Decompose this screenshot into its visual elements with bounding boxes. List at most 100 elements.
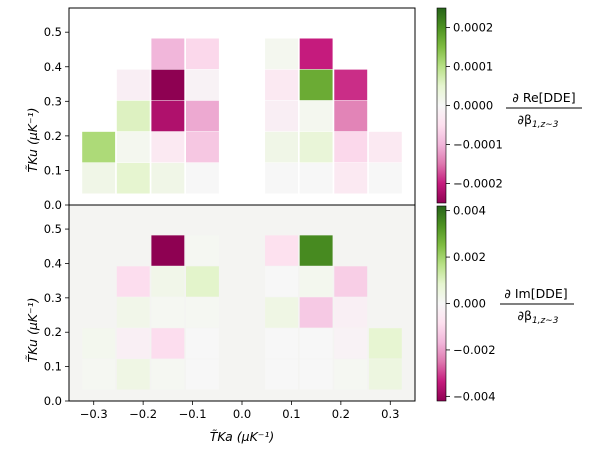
top-heatmap-cell [116,162,150,194]
top-y-tick-label: 0.2 [44,129,62,143]
bottom-heatmap-cell [265,328,298,359]
x-tick-label: 0.2 [332,407,350,421]
top-y-axis-label: T̃Ku (μK⁻¹) [25,108,40,173]
bottom-heatmap-cell [116,266,150,297]
top-colorbar-tick-label: 0.0000 [453,99,493,113]
bottom-colorbar-gradient [436,205,447,402]
top-heatmap-cell [334,162,368,194]
bottom-y-tick-label: 0.0 [44,394,62,408]
top-y-tick-label: 0.3 [44,94,62,108]
top-colorbar-tick-label: −0.0002 [453,177,503,191]
x-axis-label: T̃Ka (μK⁻¹) [210,429,275,444]
bottom-colorbar: 0.004 0.002 0.000 −0.002 −0.004 [436,204,496,403]
top-heatmap-cell [265,162,298,194]
top-y-tick-label: 0.5 [44,25,62,39]
top-heatmap-cell [334,69,368,101]
bottom-heatmap-cell [186,297,219,328]
top-colorbar: 0.0002 0.0001 0.0000 −0.0001 −0.0002 [436,7,503,204]
top-heatmap-cell [299,69,333,101]
bottom-heatmap-cell [116,328,150,359]
bottom-heatmap-cell [368,359,402,390]
x-tick-label: −0.3 [80,407,108,421]
bottom-heatmap-cell [186,328,219,359]
bottom-y-axis-label: T̃Ku (μK⁻¹) [25,298,40,363]
bottom-colorbar-tick-label: −0.004 [453,389,496,403]
x-tick-label: 0.1 [282,407,300,421]
bottom-heatmap-cell [116,297,150,328]
top-colorbar-ticks: 0.0002 0.0001 0.0000 −0.0001 −0.0002 [446,21,503,191]
bottom-colorbar-label-denominator: ∂β1,z∼3 [517,308,558,326]
bottom-heatmap-cell [265,266,298,297]
bottom-heatmap-cell [299,359,333,390]
x-tick-label: −0.1 [179,407,207,421]
bottom-y-tick-label: 0.4 [44,256,62,270]
bottom-y-tick-label: 0.3 [44,291,62,305]
bottom-heatmap-cell [151,235,185,266]
top-heatmap-cell [151,38,185,70]
top-heatmap-cell [151,69,185,101]
bottom-heatmap-cell [151,359,185,390]
top-heatmap-cell [299,162,333,194]
bottom-heatmap-cell [265,359,298,390]
top-heatmap-cell [299,100,333,132]
top-heatmap-cells [82,38,402,194]
top-y-axis-ticks: 0.0 0.1 0.2 0.3 0.4 0.5 [44,25,69,212]
top-colorbar-label-numerator: ∂ Re[DDE] [512,90,575,105]
bottom-colorbar-tick-label: 0.002 [453,250,486,264]
bottom-heatmap-cell [299,328,333,359]
x-tick-label: 0.0 [233,407,251,421]
bottom-heatmap-cell [151,297,185,328]
top-heatmap-cell [299,131,333,163]
top-heatmap-cell [186,131,219,163]
top-heatmap-cell [116,69,150,101]
top-heatmap-cell [368,131,402,163]
top-colorbar-tick-label: 0.0001 [453,60,493,74]
top-colorbar-label: ∂ Re[DDE] ∂β1,z∼3 [506,90,582,130]
bottom-heatmap-cell [116,359,150,390]
bottom-heatmap-cell [186,266,219,297]
bottom-heatmap-panel: 0.0 0.1 0.2 0.3 0.4 0.5 −0.3 −0.2 −0.1 0.0 0.1 0.2… [25,204,416,444]
bottom-heatmap-cell [334,266,368,297]
top-heatmap-cell [368,162,402,194]
bottom-heatmap-cell [334,359,368,390]
top-colorbar-tick-label: 0.0002 [453,21,493,35]
top-heatmap-cell [265,69,298,101]
top-heatmap-cell [186,69,219,101]
top-y-tick-label: 0.1 [44,163,62,177]
top-heatmap-cell [151,162,185,194]
bottom-heatmap-cell [186,359,219,390]
top-colorbar-label-denominator: ∂β1,z∼3 [517,112,558,130]
top-heatmap-cell [334,131,368,163]
x-tick-label: −0.2 [129,407,157,421]
bottom-colorbar-tick-label: 0.004 [453,204,486,218]
top-colorbar-tick-label: −0.0001 [453,138,503,152]
bottom-heatmap-cell [299,266,333,297]
bottom-y-tick-label: 0.2 [44,325,62,339]
bottom-heatmap-cell [265,297,298,328]
bottom-heatmap-cell [82,359,116,390]
top-heatmap-cell [265,131,298,163]
bottom-heatmap-cell [368,328,402,359]
top-heatmap-cell [151,131,185,163]
bottom-colorbar-tick-label: −0.002 [453,343,496,357]
top-heatmap-cell [186,100,219,132]
bottom-heatmap-cells [82,235,402,390]
top-heatmap-cell [116,131,150,163]
top-heatmap-cell [334,100,368,132]
bottom-heatmap-cell [186,235,219,266]
x-axis-ticks: −0.3 −0.2 −0.1 0.0 0.1 0.2 0.3 [80,401,399,421]
bottom-colorbar-label: ∂ Im[DDE] ∂β1,z∼3 [500,286,574,326]
top-heatmap-cell [299,38,333,70]
top-heatmap-cell [116,100,150,132]
bottom-y-tick-label: 0.5 [44,222,62,236]
bottom-heatmap-cell [334,297,368,328]
bottom-colorbar-ticks: 0.004 0.002 0.000 −0.002 −0.004 [446,204,496,403]
bottom-colorbar-tick-label: 0.000 [453,297,486,311]
top-heatmap-cell [265,38,298,70]
top-heatmap-cell [186,38,219,70]
top-heatmap-cell [82,162,116,194]
bottom-heatmap-cell [334,328,368,359]
top-heatmap-cell [151,100,185,132]
top-heatmap-panel: 0.0 0.1 0.2 0.3 0.4 0.5 T̃Ku (μK⁻¹) [25,7,416,212]
